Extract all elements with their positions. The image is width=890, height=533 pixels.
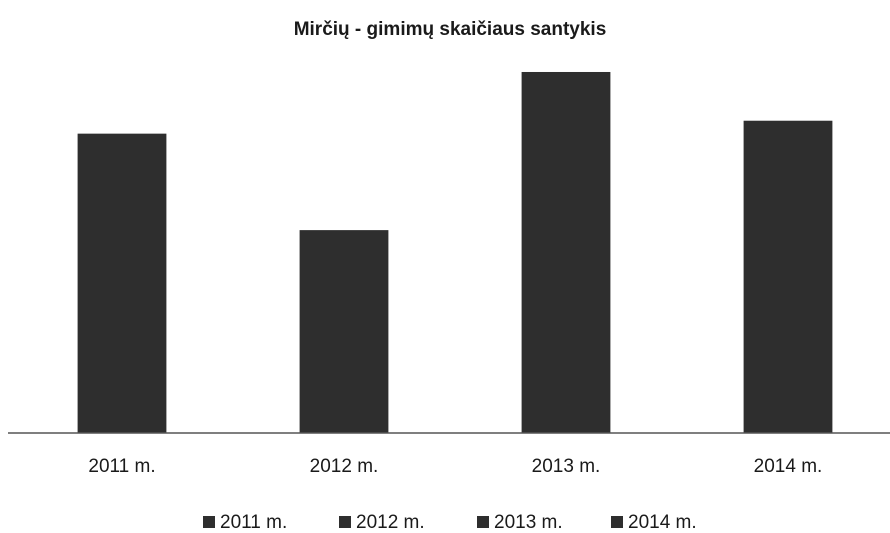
bar — [299, 230, 389, 433]
bar — [521, 71, 611, 433]
bar — [743, 120, 833, 433]
chart-title: Mirčių - gimimų skaičiaus santykis — [294, 19, 607, 40]
legend-label: 2011 m. — [220, 512, 287, 533]
legend-swatch — [203, 516, 215, 528]
legend-swatch — [339, 516, 351, 528]
x-tick-label: 2012 m. — [310, 456, 379, 477]
legend-label: 2013 m. — [494, 512, 563, 533]
x-tick-label: 2013 m. — [532, 456, 601, 477]
legend-label: 2014 m. — [628, 512, 697, 533]
x-tick-label: 2011 m. — [88, 456, 155, 477]
legend-swatch — [611, 516, 623, 528]
legend-label: 2012 m. — [356, 512, 425, 533]
x-tick-label: 2014 m. — [754, 456, 823, 477]
bar — [77, 133, 167, 433]
legend-swatch — [477, 516, 489, 528]
